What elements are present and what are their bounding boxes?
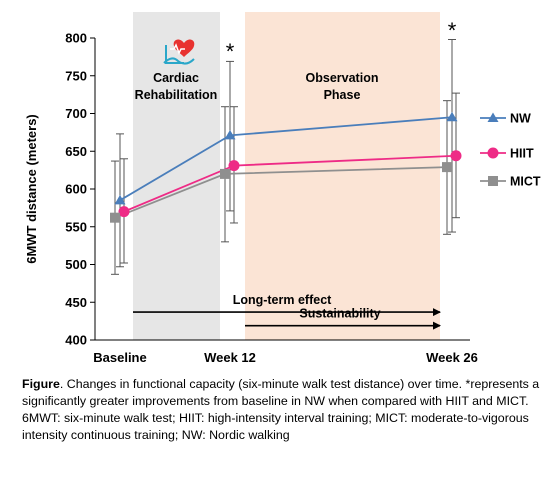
caption-text: . Changes in functional capacity (six-mi… — [22, 377, 540, 442]
data-point-hiit — [118, 206, 130, 218]
x-tick-label: Baseline — [93, 350, 146, 365]
data-point-hiit — [228, 160, 240, 172]
data-point-nw — [114, 194, 126, 205]
legend-label: MICT — [510, 175, 541, 189]
data-point-mict — [110, 212, 120, 223]
heart-icon-wave — [163, 57, 195, 65]
data-point-mict — [442, 162, 452, 173]
caption-label: Figure — [22, 377, 60, 391]
y-tick-label: 450 — [65, 295, 87, 310]
x-tick-label: Week 26 — [426, 350, 478, 365]
sustainability-label: Sustainability — [299, 307, 380, 321]
y-tick-label: 600 — [65, 182, 87, 197]
region-label: Phase — [324, 88, 361, 102]
region-label: Rehabilitation — [135, 88, 218, 102]
y-tick-label: 800 — [65, 31, 87, 46]
data-point-nw — [224, 129, 236, 140]
legend-marker — [487, 147, 499, 159]
region-label: Cardiac — [153, 71, 199, 85]
y-tick-label: 750 — [65, 68, 87, 83]
long-term-effect-label: Long-term effect — [233, 293, 332, 307]
y-tick-label: 550 — [65, 219, 87, 234]
legend-marker — [488, 176, 498, 186]
region-observation-phase — [245, 12, 440, 340]
heart-icon-line — [165, 45, 184, 64]
x-tick-label: Week 12 — [204, 350, 256, 365]
data-point-hiit — [450, 150, 462, 162]
data-point-mict — [220, 168, 230, 179]
region-cardiac-rehabilitation — [133, 12, 220, 340]
y-tick-label: 650 — [65, 144, 87, 159]
heart-icon — [163, 39, 195, 65]
significance-star: * — [448, 18, 457, 43]
y-tick-label: 700 — [65, 106, 87, 121]
y-tick-label: 500 — [65, 257, 87, 272]
y-axis-label: 6MWT distance (meters) — [24, 114, 39, 264]
legend-label: HIIT — [510, 147, 534, 161]
line-chart: Cardiac Rehabilitation Observation Phase 400… — [24, 12, 541, 365]
legend-marker — [487, 112, 499, 122]
heart-icon-pulse — [170, 43, 185, 55]
y-tick-label: 400 — [65, 333, 87, 348]
significance-star: * — [226, 39, 235, 64]
figure-caption: Figure. Changes in functional capacity (… — [22, 376, 542, 444]
legend-label: NW — [510, 112, 531, 126]
data-point-nw — [446, 111, 458, 122]
region-label: Observation — [306, 71, 379, 85]
heart-icon-shape — [173, 39, 195, 57]
